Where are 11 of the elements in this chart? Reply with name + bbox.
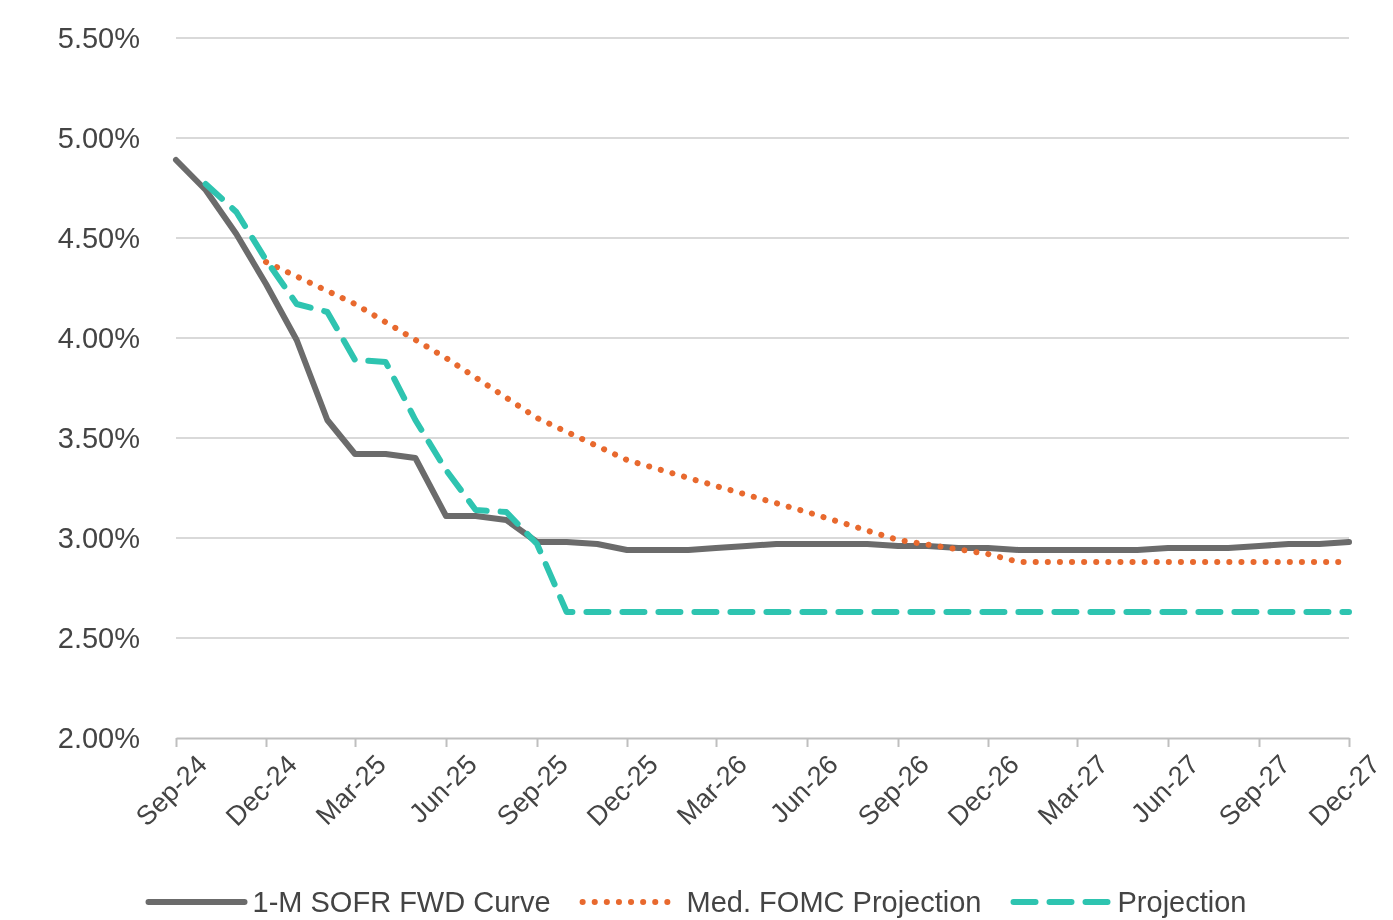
legend-label: 1-M SOFR FWD Curve [252, 886, 551, 918]
y-tick-label: 5.00% [57, 121, 140, 154]
y-tick-label: 2.00% [57, 721, 140, 754]
y-tick-label: 3.00% [57, 521, 140, 554]
legend-label: Projection [1117, 886, 1247, 918]
y-tick-label: 4.00% [57, 321, 140, 354]
legend-label: Med. FOMC Projection [686, 886, 982, 918]
y-tick-label: 3.50% [57, 421, 140, 454]
y-tick-label: 5.50% [57, 21, 140, 54]
y-tick-label: 4.50% [57, 221, 140, 254]
y-tick-label: 2.50% [57, 621, 140, 654]
